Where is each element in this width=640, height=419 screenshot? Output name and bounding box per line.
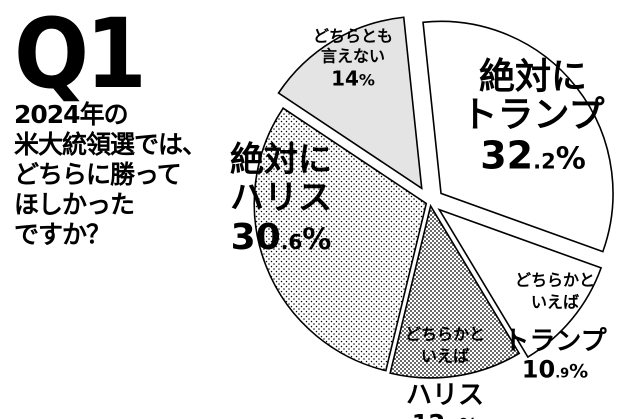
question-line: 2024年の xyxy=(14,100,129,129)
slice-label: どちらかと xyxy=(405,325,485,344)
slice-label: ハリス xyxy=(230,178,332,218)
question-line: ですか？ xyxy=(14,220,111,249)
pie-slice xyxy=(253,107,428,372)
slice-percent: 10.9% xyxy=(522,355,588,383)
slice-percent: 32.2% xyxy=(480,134,586,178)
slice-label: いえば xyxy=(421,347,469,366)
slice-label: ハリス xyxy=(406,380,484,410)
slice-percent: 30.6% xyxy=(231,217,332,258)
slice-label: どちらとも xyxy=(313,27,393,46)
slice-label: いえば xyxy=(531,293,579,312)
slice-label: 絶対に xyxy=(230,140,332,180)
pie-slice xyxy=(389,203,521,379)
pie-slice xyxy=(277,16,423,190)
slice-percent: 12.4% xyxy=(412,409,478,419)
question-line: どちらに勝って xyxy=(14,160,182,189)
question-line: 米大統領選では、 xyxy=(14,130,207,159)
slice-label: トランプ xyxy=(503,326,607,356)
question-line: ほしかった xyxy=(14,190,135,219)
slice-percent: 14% xyxy=(331,67,375,91)
question-text: 2024年の 米大統領選では、 どちらに勝って ほしかった ですか？ xyxy=(14,100,244,250)
pie-slice xyxy=(422,20,614,253)
slice-label: 絶対に xyxy=(479,56,587,98)
pie-slice xyxy=(437,208,603,359)
slice-label: どちらかと xyxy=(515,271,595,290)
question-number: Q1 xyxy=(14,0,147,110)
slice-label: 言えない xyxy=(321,47,385,66)
slice-label: トランプ xyxy=(462,95,605,136)
